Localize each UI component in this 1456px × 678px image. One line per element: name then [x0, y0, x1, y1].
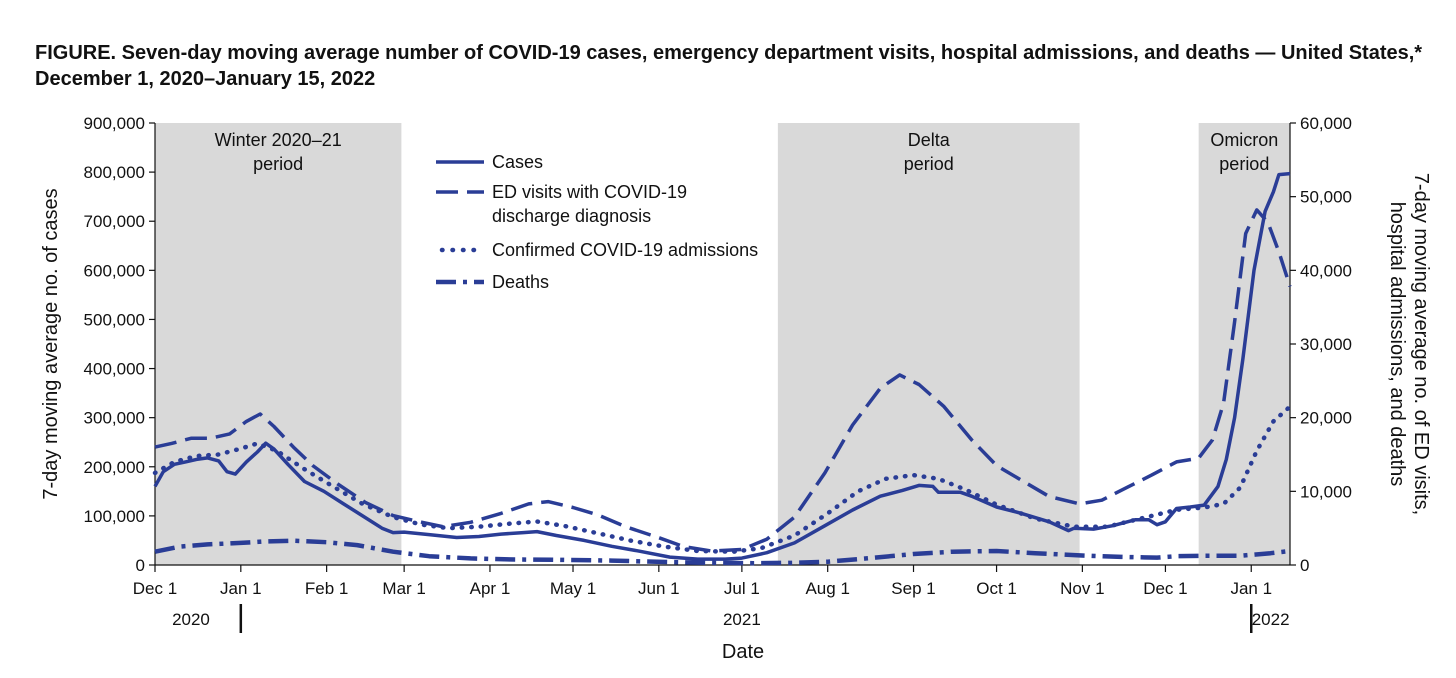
- x-tick-label: Apr 1: [470, 579, 511, 598]
- year-label: 2021: [723, 610, 761, 629]
- legend-label-dashdot: Deaths: [492, 272, 549, 292]
- series-line-dashdot: [154, 538, 1291, 566]
- y-left-tick-label: 800,000: [84, 163, 145, 182]
- y-right-tick-label: 50,000: [1300, 188, 1352, 207]
- y-left-tick-label: 700,000: [84, 212, 145, 231]
- period-label-line1-0: Winter 2020–21: [215, 130, 342, 150]
- y-right-tick-label: 40,000: [1300, 261, 1352, 280]
- axes-group: 0 100,000 200,000 300,000 400,000 500,000 600,…: [84, 114, 1352, 633]
- period-shading-group: [155, 123, 1290, 565]
- series-group: [152, 171, 1293, 566]
- x-tick-label: Oct 1: [976, 579, 1017, 598]
- legend-label-dotted: Confirmed COVID-19 admissions: [492, 240, 758, 260]
- y-left-tick-label: 0: [136, 556, 145, 575]
- series-line-dotted: [152, 404, 1293, 554]
- period-label-line1-1: Delta: [908, 130, 951, 150]
- period-label-line2-2: period: [1219, 154, 1269, 174]
- x-tick-label: May 1: [550, 579, 596, 598]
- x-axis-label: Date: [722, 641, 764, 663]
- x-tick-label: Jan 1: [1230, 579, 1272, 598]
- y-right-tick-label: 20,000: [1300, 409, 1352, 428]
- legend: Cases ED visits with COVID-19 discharge di…: [436, 152, 758, 292]
- legend-label-solid: Cases: [492, 152, 543, 172]
- period-label-line2-1: period: [904, 154, 954, 174]
- period-label-line1-2: Omicron: [1210, 130, 1278, 150]
- x-tick-label: Jan 1: [220, 579, 262, 598]
- y-left-tick-label: 200,000: [84, 458, 145, 477]
- year-label: 2020: [172, 610, 210, 629]
- y-right-tick-label: 30,000: [1300, 335, 1352, 354]
- x-tick-label: Jul 1: [724, 579, 760, 598]
- period-band-0: [155, 123, 402, 565]
- y-right-tick-label: 0: [1300, 556, 1309, 575]
- period-band-1: [777, 123, 1080, 565]
- x-tick-label: Mar 1: [382, 579, 425, 598]
- y-right-tick-label: 60,000: [1300, 114, 1352, 133]
- y-left-tick-label: 900,000: [84, 114, 145, 133]
- x-tick-label: Aug 1: [805, 579, 849, 598]
- period-label-line2-0: period: [253, 154, 303, 174]
- x-tick-label: Dec 1: [133, 579, 177, 598]
- y-left-tick-label: 100,000: [84, 507, 145, 526]
- x-tick-label: Jun 1: [638, 579, 680, 598]
- x-tick-label: Sep 1: [891, 579, 935, 598]
- x-tick-label: Feb 1: [305, 579, 348, 598]
- x-tick-label: Nov 1: [1060, 579, 1104, 598]
- y-left-tick-label: 500,000: [84, 310, 145, 329]
- series-line-solid: [153, 171, 1291, 561]
- period-labels-group: Winter 2020–21 period Delta period Omicron pe…: [215, 130, 1279, 174]
- figure-title: FIGURE. Seven-day moving average number …: [35, 42, 1423, 90]
- y-axis-right-label: 7-day moving average no. of ED visits,ho…: [1386, 173, 1432, 515]
- legend-label-dashed: ED visits with COVID-19 discharge diagnos…: [492, 182, 687, 226]
- y-right-tick-label: 10,000: [1300, 482, 1352, 501]
- series-line-dashed: [154, 208, 1292, 553]
- y-left-tick-label: 400,000: [84, 360, 145, 379]
- x-tick-label: Dec 1: [1143, 579, 1187, 598]
- y-axis-left-label: 7-day moving average no. of cases: [40, 188, 62, 499]
- year-label: 2022: [1252, 610, 1290, 629]
- y-left-tick-label: 300,000: [84, 409, 145, 428]
- y-left-tick-label: 600,000: [84, 261, 145, 280]
